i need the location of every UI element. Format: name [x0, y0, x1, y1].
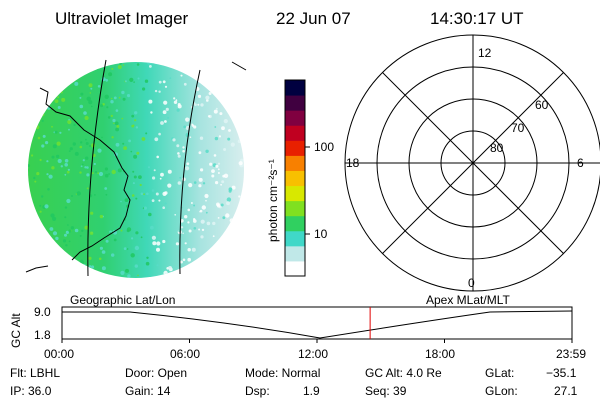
polar-label-18: 18 — [346, 156, 360, 170]
polar-plot — [344, 34, 600, 292]
polar-diagonal-2 — [382, 72, 564, 254]
gain-readout: Gain: 14 — [125, 384, 171, 398]
map-overlay — [25, 59, 247, 277]
glat-value: −35.1 — [546, 366, 577, 380]
colorbar-band — [285, 125, 305, 141]
colorbar-band — [285, 260, 305, 277]
timeline-tick-3: 18:00 — [425, 347, 456, 361]
timeline-tick-2: 12:00 — [298, 347, 329, 361]
uv-image-disk — [25, 59, 247, 278]
colorbar-band — [285, 185, 305, 202]
ip-readout: IP: 36.0 — [10, 384, 52, 398]
colorbar-band — [285, 155, 305, 171]
timeline-axis-label: GC Alt — [9, 313, 23, 348]
timeline-right-label: Apex MLat/MLT — [426, 293, 510, 307]
colorbar-label-100: 100 — [314, 140, 335, 154]
seq-readout: Seq: 39 — [365, 384, 407, 398]
timeline-tick-1: 06:00 — [170, 347, 201, 361]
polar-label-60: 60 — [535, 98, 549, 112]
glon-value: 27.1 — [554, 384, 578, 398]
polar-label-12: 12 — [478, 46, 492, 60]
filter-readout: Flt: LBHL — [10, 366, 61, 380]
colorbar-band — [285, 200, 305, 217]
colorbar-label-10: 10 — [314, 227, 328, 241]
colorbar-band — [285, 95, 305, 111]
timeline-tick-0: 00:00 — [44, 347, 75, 361]
date-label: 22 Jun 07 — [276, 9, 351, 28]
colorbar-band — [285, 215, 305, 232]
time-label: 14:30:17 UT — [430, 9, 524, 28]
timeline-tick-4: 23:59 — [556, 347, 587, 361]
mode-readout: Mode: Normal — [245, 366, 321, 380]
dsp-label: Dsp: — [245, 384, 270, 398]
polar-label-6: 6 — [577, 156, 584, 170]
polar-label-70: 70 — [511, 121, 525, 135]
glat-label: GLat: — [485, 366, 515, 380]
colorbar — [285, 80, 305, 277]
glon-label: GLon: — [485, 384, 518, 398]
instrument-title: Ultraviolet Imager — [55, 9, 189, 28]
timeline-left-label: Geographic Lat/Lon — [70, 293, 176, 307]
colorbar-unit-label: photon cm⁻²s⁻¹ — [266, 159, 280, 242]
dsp-value: 1.9 — [303, 384, 320, 398]
colorbar-band — [285, 80, 305, 96]
timeline-y-top: 9.0 — [34, 305, 51, 319]
colorbar-band — [285, 245, 305, 262]
timeline-y-bottom: 1.8 — [34, 328, 51, 342]
colorbar-band — [285, 140, 305, 156]
timeline-plot — [61, 306, 573, 343]
colorbar-band — [285, 110, 305, 126]
polar-label-0: 0 — [468, 276, 475, 290]
gc-alt-readout: GC Alt: 4.0 Re — [365, 366, 442, 380]
colorbar-frame — [284, 79, 306, 277]
altitude-curve — [62, 310, 573, 339]
polar-label-80: 80 — [490, 141, 504, 155]
door-readout: Door: Open — [125, 366, 188, 380]
colorbar-band — [285, 170, 305, 187]
colorbar-band — [285, 230, 305, 247]
